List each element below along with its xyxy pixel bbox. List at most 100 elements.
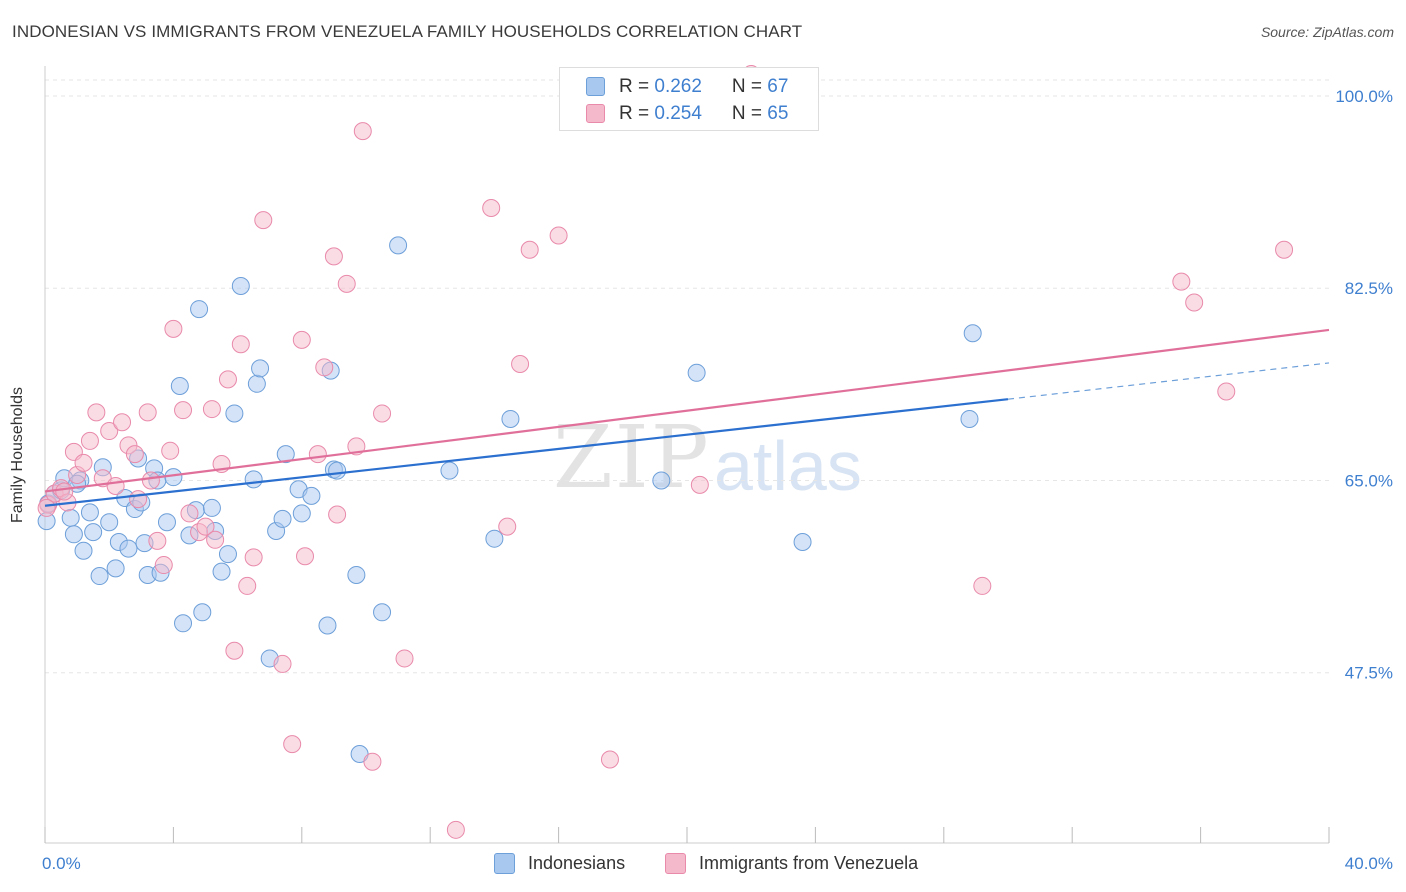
point-venezuela-14 [125,445,144,464]
point-venezuela-15 [129,490,148,509]
point-venezuela-7 [80,431,99,450]
n-label: N = [731,103,768,124]
point-venezuela-26 [202,400,221,419]
r-value: 0.254 [654,103,702,124]
point-venezuela-55 [600,750,619,769]
n-value: 67 [767,76,789,97]
stats-text-blue: R = 0.262 N = 67 [619,76,788,98]
point-venezuela-38 [296,547,315,566]
point-indonesians-52 [347,565,366,584]
point-indonesians-39 [247,374,266,393]
point-indonesians-57 [485,529,504,548]
n-label: N = [731,76,768,97]
point-venezuela-34 [254,211,273,230]
point-indonesians-61 [793,532,812,551]
point-venezuela-25 [196,517,215,536]
point-venezuela-27 [206,530,225,549]
point-venezuela-62 [1275,240,1294,259]
point-venezuela-21 [164,319,183,338]
point-indonesians-9 [84,523,103,542]
point-indonesians-12 [100,513,119,532]
point-venezuela-23 [180,504,199,523]
point-indonesians-48 [318,616,337,635]
point-venezuela-35 [273,654,292,673]
point-indonesians-47 [302,486,321,505]
trend-lines [44,328,1330,507]
point-venezuela-36 [283,735,302,754]
trend-line-indonesians-projection [1007,362,1330,400]
point-indonesians-62 [960,409,979,428]
point-venezuela-19 [154,556,173,575]
point-venezuela-41 [324,247,343,266]
point-venezuela-56 [690,475,709,494]
point-venezuela-6 [74,453,93,472]
point-venezuela-31 [231,335,250,354]
point-venezuela-17 [141,471,160,490]
point-indonesians-34 [212,562,231,581]
series-indonesians [37,236,982,764]
point-venezuela-47 [373,404,392,423]
point-venezuela-11 [106,476,125,495]
y-tick-label-0: 47.5% [1345,664,1393,683]
watermark-atlas: atlas [714,427,862,505]
point-indonesians-31 [193,603,212,622]
stats-legend: R = 0.262 N = 67 R = 0.254 N = 65 [559,67,819,131]
point-indonesians-51 [328,461,347,480]
point-indonesians-7 [74,541,93,560]
point-venezuela-33 [244,548,263,567]
point-indonesians-26 [170,376,189,395]
point-venezuela-64 [37,498,56,517]
n-value: 65 [767,103,789,124]
point-venezuela-37 [292,330,311,349]
point-venezuela-42 [328,505,347,524]
point-venezuela-29 [218,370,237,389]
point-venezuela-22 [174,401,193,420]
point-indonesians-5 [64,525,83,544]
point-indonesians-59 [652,471,671,490]
axes [44,66,1330,844]
point-venezuela-48 [395,649,414,668]
point-indonesians-44 [276,445,295,464]
venezuela-swatch [665,853,686,874]
point-venezuela-18 [148,531,167,550]
point-indonesians-38 [244,470,263,489]
point-venezuela-10 [100,422,119,441]
trend-line-venezuela [44,328,1330,493]
point-indonesians-13 [106,559,125,578]
point-venezuela-39 [308,445,327,464]
point-venezuela-63 [55,482,74,501]
point-venezuela-20 [161,441,180,460]
y-tick-label-3: 100.0% [1335,87,1393,106]
point-indonesians-55 [389,236,408,255]
r-label: R = [619,103,655,124]
point-indonesians-60 [687,363,706,382]
point-venezuela-12 [113,413,132,432]
point-indonesians-37 [231,277,250,296]
pink-swatch [586,104,605,123]
y-tick-label-1: 65.0% [1345,471,1393,490]
point-indonesians-54 [373,603,392,622]
point-indonesians-36 [225,404,244,423]
legend-label-venezuela: Immigrants from Venezuela [699,853,919,873]
point-indonesians-27 [174,614,193,633]
point-indonesians-58 [501,409,520,428]
point-venezuela-16 [138,403,157,422]
point-indonesians-63 [963,324,982,343]
grid-lines [45,79,1329,674]
point-venezuela-51 [498,517,517,536]
indonesians-swatch [494,853,515,874]
point-indonesians-30 [190,300,209,319]
r-label: R = [619,76,655,97]
point-venezuela-60 [1185,293,1204,312]
point-venezuela-8 [87,403,106,422]
point-venezuela-50 [482,199,501,218]
point-indonesians-35 [218,545,237,564]
point-venezuela-45 [353,122,372,141]
blue-swatch [586,77,605,96]
point-venezuela-54 [549,226,568,245]
point-indonesians-24 [157,513,176,532]
point-venezuela-43 [337,274,356,293]
point-venezuela-40 [315,358,334,377]
series-venezuela [37,65,1294,839]
